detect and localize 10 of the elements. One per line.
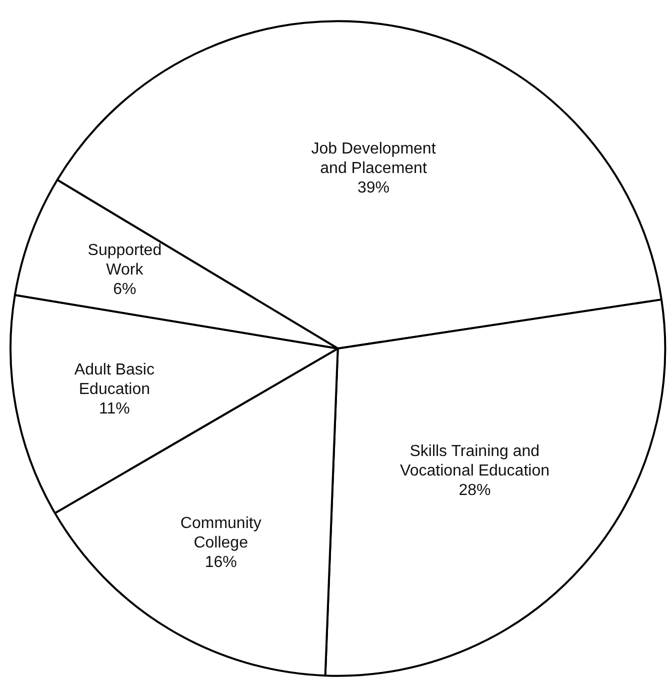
data-label: 6%	[113, 281, 136, 298]
slice-label: Community College	[180, 515, 262, 552]
slice-label: Skills Training and Vocational Education	[400, 442, 550, 480]
data-label: 16%	[204, 554, 237, 572]
data-label: 39%	[358, 179, 390, 196]
slice-label: Adult Basic Education	[74, 361, 154, 398]
data-label: 11%	[99, 400, 130, 418]
slice-label: Supported Work	[88, 242, 162, 279]
slice-label: Job Development and Placement	[311, 140, 436, 177]
data-label: 28%	[458, 482, 491, 499]
